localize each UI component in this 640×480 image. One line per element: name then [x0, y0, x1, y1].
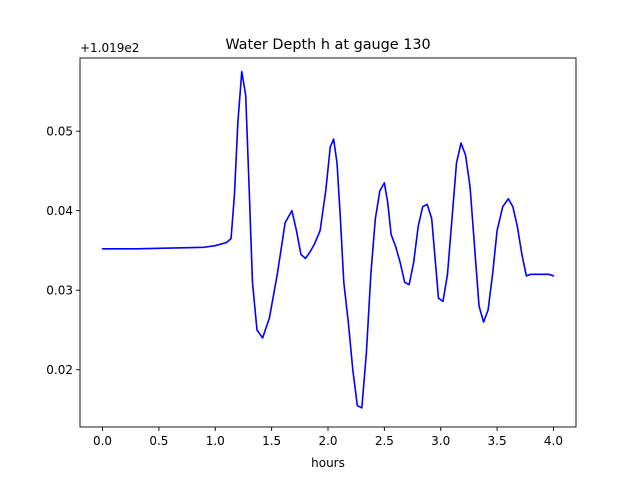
chart-title: Water Depth h at gauge 130: [225, 37, 430, 53]
y-tick-label: 0.05: [46, 125, 73, 139]
y-tick-label: 0.03: [46, 284, 73, 298]
x-tick-label: 2.0: [318, 434, 337, 448]
x-tick-label: 2.5: [375, 434, 394, 448]
plot-area: 0.0 0.5 1.0 1.5 2.0 2.5 3.0 3.5 4.0 0.02 0.03 0.04 0…: [46, 57, 577, 448]
x-axis-label: hours: [311, 456, 345, 470]
x-tick-label: 4.0: [544, 434, 563, 448]
y-tick-label: 0.04: [46, 204, 73, 218]
x-tick-label: 0.5: [149, 434, 168, 448]
x-tick-label: 1.0: [206, 434, 225, 448]
x-tick-label: 1.5: [262, 434, 281, 448]
x-tick-label: 3.5: [488, 434, 507, 448]
x-tick-label: 3.0: [431, 434, 450, 448]
series-line-0: [101, 70, 555, 409]
y-tick-label: 0.02: [46, 363, 73, 377]
x-tick-label: 0.0: [93, 434, 112, 448]
y-offset-label: +1.019e2: [80, 41, 139, 55]
